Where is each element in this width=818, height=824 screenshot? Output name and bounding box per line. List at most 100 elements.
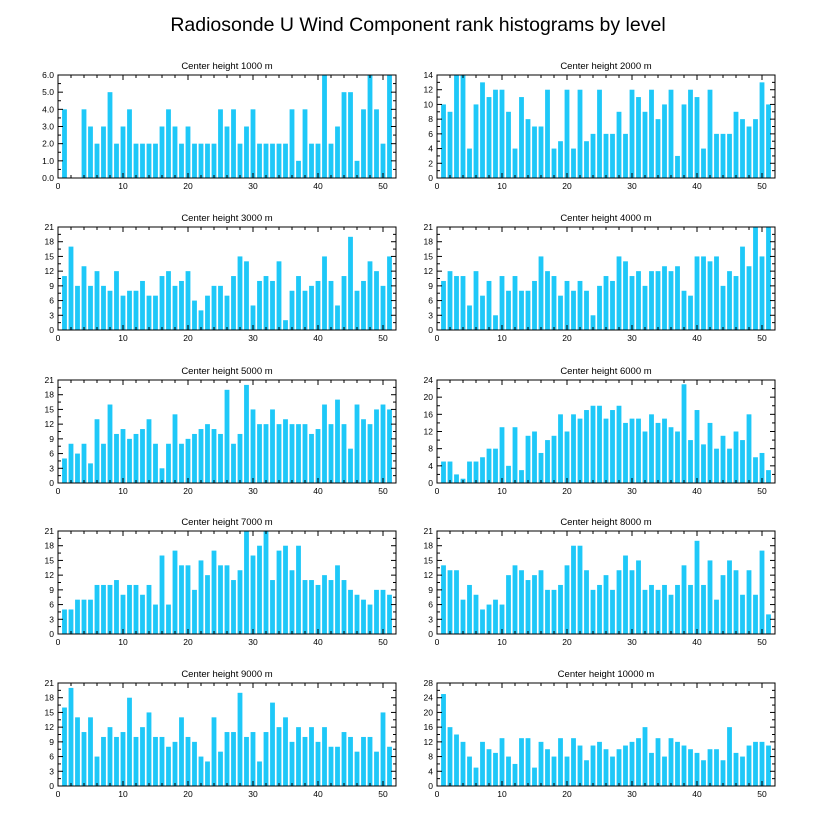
y-tick-label: 24 [424,693,434,703]
histogram-bar [257,761,262,786]
histogram-bar [538,570,544,634]
histogram-bar [558,295,563,330]
histogram-bar [107,404,113,483]
y-tick-label: 16 [424,722,434,732]
y-tick-label: 16 [424,409,434,419]
histogram-bar [675,584,680,634]
histogram-bar [447,727,453,786]
histogram-bar [564,431,570,483]
histogram-bar [309,580,314,634]
histogram-bar [545,589,550,634]
histogram-bar [662,266,667,330]
histogram-bar [649,271,654,330]
histogram-bar [101,126,106,178]
histogram-bar [610,133,615,178]
x-tick-label: 50 [378,486,388,496]
y-tick-label: 18 [45,237,55,247]
histogram-bar [649,752,654,786]
x-tick-label: 20 [183,181,193,191]
histogram-bar [322,727,327,786]
histogram-bar [348,589,353,634]
histogram-bar [707,89,713,178]
histogram-bar [740,440,745,483]
histogram-bar [486,749,492,786]
histogram-bar [681,290,687,330]
histogram-bar [506,290,511,330]
histogram-bar [733,111,739,178]
histogram-bar [707,749,713,786]
histogram-bar [276,424,282,483]
histogram-bar [707,560,713,634]
histogram-bar [642,431,648,483]
histogram-bar [662,756,667,786]
panel-title: Center height 8000 m [560,517,651,528]
histogram-bar [270,409,275,483]
histogram-bar [447,111,453,178]
y-tick-label: 8 [428,114,433,124]
histogram-bar [94,143,100,178]
histogram-bar [603,749,609,786]
histogram-bar [662,104,667,178]
histogram-bar [309,143,314,178]
histogram-bar [94,271,100,330]
histogram-bar [642,111,648,178]
histogram-bar [231,580,236,634]
histogram-bar [512,763,518,786]
histogram-bar [244,126,249,178]
histogram-bar [270,143,275,178]
histogram-bar [205,143,210,178]
histogram-bar [610,756,615,786]
histogram-bar [348,236,353,330]
y-tick-label: 6.0 [42,70,54,80]
histogram-bar [367,75,373,178]
histogram-bar [707,261,713,330]
x-tick-label: 50 [378,181,388,191]
histogram-bar [361,109,366,178]
histogram-bar [231,443,236,483]
histogram-bar [257,424,262,483]
histogram-bar [454,570,459,634]
histogram-bar [473,594,479,634]
x-tick-label: 30 [248,333,258,343]
histogram-bar [512,565,518,634]
histogram-bar [532,431,537,483]
histogram-bar [746,745,752,786]
panel-title: Center height 1000 m [181,61,272,72]
y-tick-label: 9 [428,585,433,595]
histogram-bar [140,429,145,483]
histogram-bar [114,736,119,786]
histogram-bar [172,741,178,786]
histogram-bar [564,756,570,786]
histogram-bar [62,458,67,483]
histogram-bar [681,104,687,178]
histogram-bar [493,599,498,634]
histogram-bar [387,409,392,483]
histogram-bar [146,419,152,483]
x-tick-label: 0 [435,181,440,191]
histogram-bar [328,580,334,634]
x-tick-label: 30 [627,181,637,191]
panel-title: Center height 3000 m [181,213,272,224]
histogram-bar [454,75,459,178]
histogram-bar [655,589,661,634]
histogram-bar [146,143,152,178]
histogram-bar [309,727,314,786]
y-tick-label: 0 [49,629,54,639]
histogram-bar [590,745,596,786]
histogram-bar [714,448,719,483]
histogram-bar [361,736,366,786]
histogram-bar [296,545,301,634]
y-tick-label: 3 [49,463,54,473]
histogram-bar [603,418,609,484]
histogram-bar [192,300,197,330]
histogram-bar [270,580,275,634]
histogram-bar [354,594,360,634]
y-tick-label: 3 [428,614,433,624]
histogram-bar [525,580,531,634]
histogram-bar [493,315,498,330]
histogram-bar [120,295,126,330]
histogram-bar [571,545,576,634]
histogram-bar [597,405,602,483]
histogram-bar [328,424,334,483]
histogram-bar [629,89,635,178]
